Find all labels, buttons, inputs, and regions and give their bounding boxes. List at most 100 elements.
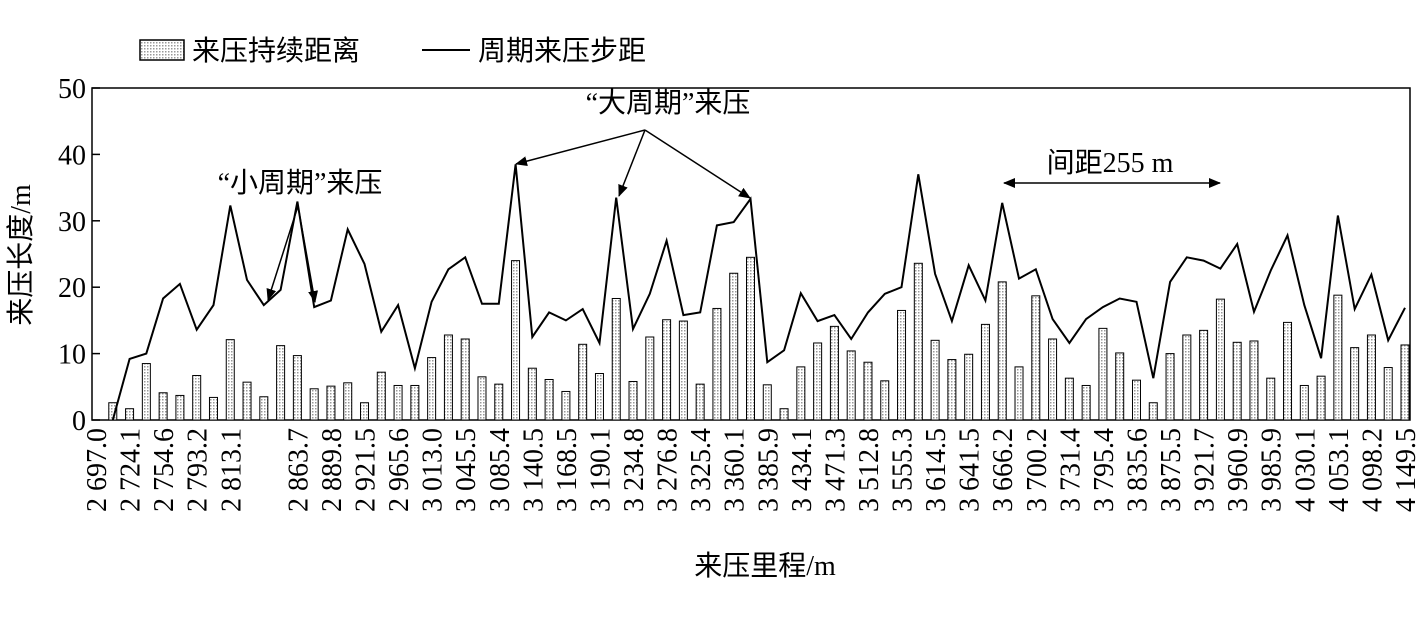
bar <box>343 382 353 421</box>
bar <box>1131 379 1141 421</box>
legend-label: 来压持续距离 <box>192 35 360 67</box>
bar <box>578 343 588 421</box>
bar <box>1283 321 1293 421</box>
x-tick-label: 3 325.4 <box>686 428 717 512</box>
bar <box>863 361 873 421</box>
bar <box>1081 384 1091 421</box>
bar <box>1098 327 1108 421</box>
bar <box>1366 334 1376 421</box>
bar <box>1165 353 1175 421</box>
bar <box>1048 338 1058 421</box>
x-tick-label: 3 140.5 <box>518 428 549 512</box>
bar <box>427 357 437 421</box>
bar <box>1350 347 1360 421</box>
bar <box>561 390 571 421</box>
bar <box>980 323 990 421</box>
x-tick-label: 2 793.2 <box>183 428 214 512</box>
x-tick-label: 2 863.7 <box>283 428 314 512</box>
x-tick-label: 2 921.5 <box>351 428 382 512</box>
y-axis-label: 来压长度/m <box>5 184 37 326</box>
x-tick-label: 3 168.5 <box>552 428 583 512</box>
bar <box>796 366 806 421</box>
bar <box>208 396 218 421</box>
bar <box>527 367 537 421</box>
bar <box>1031 295 1041 421</box>
bar <box>947 359 957 421</box>
bar <box>108 402 118 421</box>
bar <box>930 339 940 421</box>
x-tick-label: 3 666.2 <box>988 428 1019 512</box>
bar <box>695 383 705 421</box>
bar <box>1215 298 1225 421</box>
bar <box>846 350 856 421</box>
x-tick-label: 3 985.9 <box>1257 428 1288 512</box>
x-tick-label: 3 385.9 <box>753 428 784 512</box>
bar <box>1148 402 1158 421</box>
y-tick-label: 0 <box>72 406 86 437</box>
bar <box>712 307 722 421</box>
annotation: 间距255 m <box>1047 147 1174 179</box>
bar <box>829 325 839 421</box>
bar <box>1333 294 1343 421</box>
x-tick-label: 3 555.3 <box>888 428 919 512</box>
bar <box>746 256 755 421</box>
x-tick-label: 2 813.1 <box>216 428 247 512</box>
bar <box>1232 341 1242 421</box>
bar <box>309 388 319 421</box>
bar <box>292 355 302 421</box>
bar <box>1383 367 1393 421</box>
bar <box>628 380 638 421</box>
bar <box>225 339 235 421</box>
x-tick-label: 3 471.3 <box>820 428 851 512</box>
y-tick-label: 20 <box>58 273 86 304</box>
arrow <box>618 129 646 197</box>
annotation: “小周期”来压 <box>218 167 383 199</box>
x-tick-label: 2 697.0 <box>82 428 113 512</box>
x-tick-label: 3 434.1 <box>787 428 818 512</box>
bar <box>544 378 554 421</box>
x-tick-label: 3 731.4 <box>1055 428 1086 512</box>
bar <box>1199 329 1209 421</box>
bar <box>779 408 789 421</box>
x-tick-label: 3 085.4 <box>485 428 516 512</box>
legend-label: 周期来压步距 <box>478 35 646 67</box>
bar <box>813 342 823 421</box>
x-tick-label: 4 030.1 <box>1290 428 1321 512</box>
x-tick-label: 2 889.8 <box>317 428 348 512</box>
x-tick-label: 4 053.1 <box>1324 428 1355 512</box>
bar <box>125 408 135 421</box>
x-tick-label: 3 960.9 <box>1223 428 1254 512</box>
bar <box>1014 366 1024 421</box>
x-tick-label: 2 754.6 <box>149 428 180 512</box>
y-tick-label: 10 <box>58 340 86 371</box>
x-tick-label: 3 614.5 <box>921 428 952 512</box>
y-tick-label: 40 <box>58 140 86 171</box>
bar <box>511 260 521 421</box>
annotation: “大周期”来压 <box>586 87 751 119</box>
bar <box>376 371 386 421</box>
bar <box>259 396 269 421</box>
bar <box>1182 334 1192 421</box>
x-tick-label: 3 045.5 <box>451 428 482 512</box>
bar <box>158 392 168 421</box>
x-tick-label: 3 700.2 <box>1022 428 1053 512</box>
bar <box>410 384 420 421</box>
bar <box>326 385 336 421</box>
legend-swatch <box>139 39 185 61</box>
x-tick-label: 2 724.1 <box>116 428 147 512</box>
bar <box>897 309 907 421</box>
bar <box>443 334 453 421</box>
bar <box>913 262 923 421</box>
bar <box>276 345 286 421</box>
bar <box>494 383 504 421</box>
bar <box>141 363 151 421</box>
x-tick-label: 3 013.0 <box>418 428 449 512</box>
bar <box>611 297 621 421</box>
bar <box>477 376 487 421</box>
y-tick-label: 30 <box>58 207 86 238</box>
x-tick-label: 3 921.7 <box>1190 428 1221 512</box>
bar <box>1064 377 1074 421</box>
x-tick-label: 3 875.5 <box>1156 428 1187 512</box>
bar <box>1115 352 1125 421</box>
bar <box>662 319 672 421</box>
